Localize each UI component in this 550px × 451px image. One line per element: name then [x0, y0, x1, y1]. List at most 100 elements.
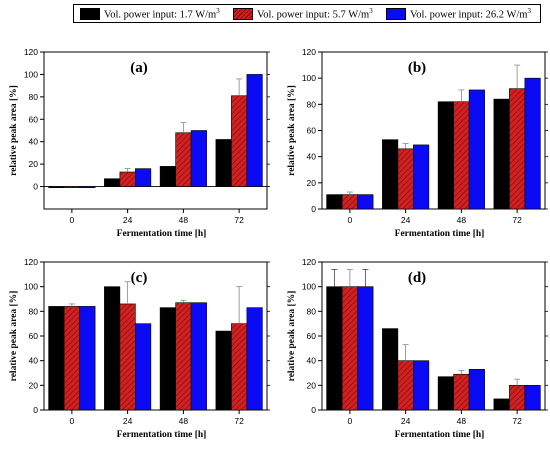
y-tick-label: 40 [307, 356, 317, 366]
bar-s3-72 [524, 385, 541, 411]
x-tick-label: 48 [179, 215, 189, 225]
x-tick-label: 24 [401, 416, 411, 426]
bar-s3-0 [79, 186, 96, 188]
bar-s1-0 [326, 286, 343, 411]
y-tick-label: 60 [29, 331, 39, 341]
panel-label: (a) [130, 60, 148, 76]
bar-s3-24 [135, 168, 152, 187]
y-tick-label: 40 [307, 152, 317, 162]
legend-label-3: Vol. power input: 26.2 W/m [410, 9, 528, 21]
bar-s1-48 [437, 376, 454, 411]
bar-s3-24 [413, 360, 430, 411]
y-tick-label: 20 [29, 159, 39, 169]
bar-s1-48 [159, 166, 176, 187]
bar-s3-48 [468, 368, 485, 411]
x-axis-label: Fermentation time [h] [395, 229, 485, 239]
panel-label: (d) [408, 270, 426, 286]
y-tick-label: 80 [307, 306, 317, 316]
y-tick-label: 40 [29, 356, 39, 366]
chart-panel-3: 0 20 40 60 80 100 120 0 24 48 72 Fermentation time … [9, 257, 270, 440]
bar-s2-48 [175, 132, 192, 187]
bar-s2-72 [509, 385, 526, 411]
bar-s1-24 [104, 286, 121, 411]
x-tick-label: 0 [348, 215, 353, 225]
legend-superscript-3: 3 [527, 7, 531, 15]
y-tick-label: 60 [307, 126, 317, 136]
bar-s3-0 [357, 286, 374, 411]
x-axis-label: Fermentation time [h] [117, 430, 207, 440]
bar-s1-0 [48, 186, 65, 188]
y-tick-label: 120 [302, 47, 316, 57]
y-axis-label: relative peak area [%] [9, 291, 19, 382]
y-tick-label: 20 [29, 380, 39, 390]
y-tick-label: 100 [302, 282, 316, 292]
x-tick-label: 72 [234, 416, 244, 426]
bar-s3-0 [79, 306, 96, 411]
y-tick-label: 120 [24, 47, 38, 57]
x-tick-label: 48 [457, 215, 467, 225]
y-tick-label: 80 [29, 306, 39, 316]
x-axis-label: Fermentation time [h] [395, 430, 485, 440]
bar-s1-24 [104, 178, 121, 187]
x-tick-label: 48 [457, 416, 467, 426]
legend-swatch-1 [80, 8, 100, 20]
y-tick-label: 120 [302, 257, 316, 267]
legend-superscript-1: 3 [216, 7, 220, 15]
y-axis-label: relative peak area [%] [287, 85, 297, 176]
legend-label-1: Vol. power input: 1.7 W/m [104, 9, 217, 21]
bar-s1-0 [326, 194, 343, 210]
y-tick-label: 0 [311, 405, 316, 415]
bar-s1-24 [382, 139, 399, 210]
bar-s3-72 [246, 307, 263, 411]
x-tick-label: 72 [234, 215, 244, 225]
x-tick-label: 0 [70, 416, 75, 426]
bar-s3-72 [246, 74, 263, 187]
y-tick-label: 120 [24, 257, 38, 267]
bar-s1-0 [48, 306, 65, 411]
bar-s1-72 [215, 330, 232, 411]
chart-panel-2: 0 20 40 60 80 100 120 0 24 48 72 Fermentation time … [287, 47, 548, 239]
y-tick-label: 0 [33, 182, 38, 192]
panel-label: (b) [408, 60, 426, 76]
bar-s1-72 [215, 139, 232, 187]
x-tick-label: 0 [70, 215, 75, 225]
legend-superscript-2: 3 [369, 7, 373, 15]
y-tick-label: 20 [307, 380, 317, 390]
bar-s3-48 [190, 130, 207, 187]
bar-s1-24 [382, 328, 399, 411]
y-tick-label: 100 [24, 282, 38, 292]
x-tick-label: 48 [179, 416, 189, 426]
bar-s2-24 [119, 303, 136, 411]
legend-swatch-3 [386, 8, 406, 20]
x-axis-label: Fermentation time [h] [117, 229, 207, 239]
bar-s3-24 [413, 144, 430, 210]
y-axis-label: relative peak area [%] [9, 85, 19, 176]
bar-s1-72 [493, 98, 510, 210]
x-tick-label: 0 [348, 416, 353, 426]
chart-panel-4: 0 20 40 60 80 100 120 0 24 48 72 Fermentation time … [287, 257, 548, 440]
y-tick-label: 60 [307, 331, 317, 341]
bar-s2-72 [231, 323, 248, 411]
y-tick-label: 100 [24, 69, 38, 79]
x-tick-label: 72 [512, 416, 522, 426]
bar-s2-0 [341, 286, 358, 411]
bar-s2-48 [453, 373, 470, 411]
y-tick-label: 80 [307, 99, 317, 109]
bar-s1-48 [437, 101, 454, 210]
y-tick-label: 100 [302, 73, 316, 83]
bar-s2-24 [397, 148, 414, 210]
panel-label: (c) [131, 270, 148, 286]
chart-panel-1: 0 20 40 60 80 100 120 0 24 48 72 Fermentation time … [9, 47, 270, 239]
y-tick-label: 60 [29, 114, 39, 124]
y-tick-label: 20 [307, 178, 317, 188]
y-axis-label: relative peak area [%] [287, 291, 297, 382]
x-tick-label: 24 [123, 215, 133, 225]
bar-s2-0 [63, 186, 80, 188]
bar-s2-72 [231, 95, 248, 187]
legend-swatch-2 [233, 8, 253, 20]
bar-s2-24 [119, 171, 136, 187]
bar-s2-0 [341, 194, 358, 210]
bar-s1-48 [159, 307, 176, 411]
bar-s3-0 [357, 194, 374, 210]
